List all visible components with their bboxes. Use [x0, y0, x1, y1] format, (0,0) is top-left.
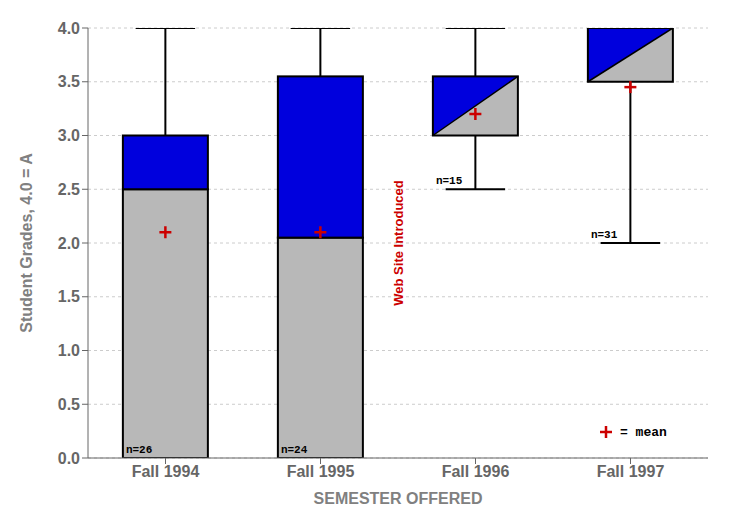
svg-text:2.0: 2.0 — [58, 235, 80, 252]
svg-text:n=15: n=15 — [436, 175, 463, 187]
svg-text:Fall 1996: Fall 1996 — [442, 463, 510, 480]
svg-text:3.5: 3.5 — [58, 73, 80, 90]
html-text:Web Site Introduced: Web Site Introduced — [390, 180, 406, 306]
svg-text:1.5: 1.5 — [58, 288, 80, 305]
svg-text:0.0: 0.0 — [58, 450, 80, 467]
html-text:= mean: = mean — [620, 424, 667, 440]
svg-text:Fall 1997: Fall 1997 — [597, 463, 665, 480]
svg-text:SEMESTER OFFERED: SEMESTER OFFERED — [314, 490, 483, 507]
svg-text:Student Grades, 4.0 = A: Student Grades, 4.0 = A — [18, 153, 35, 333]
svg-text:n=24: n=24 — [281, 444, 308, 456]
svg-text:0.5: 0.5 — [58, 396, 80, 413]
svg-text:n=26: n=26 — [126, 444, 152, 456]
svg-text:1.0: 1.0 — [58, 342, 80, 359]
svg-text:2.5: 2.5 — [58, 181, 80, 198]
svg-text:4.0: 4.0 — [58, 20, 80, 37]
svg-text:3.0: 3.0 — [58, 127, 80, 144]
svg-text:Fall 1994: Fall 1994 — [132, 463, 200, 480]
svg-text:Fall 1995: Fall 1995 — [287, 463, 355, 480]
svg-text:n=31: n=31 — [591, 229, 618, 241]
